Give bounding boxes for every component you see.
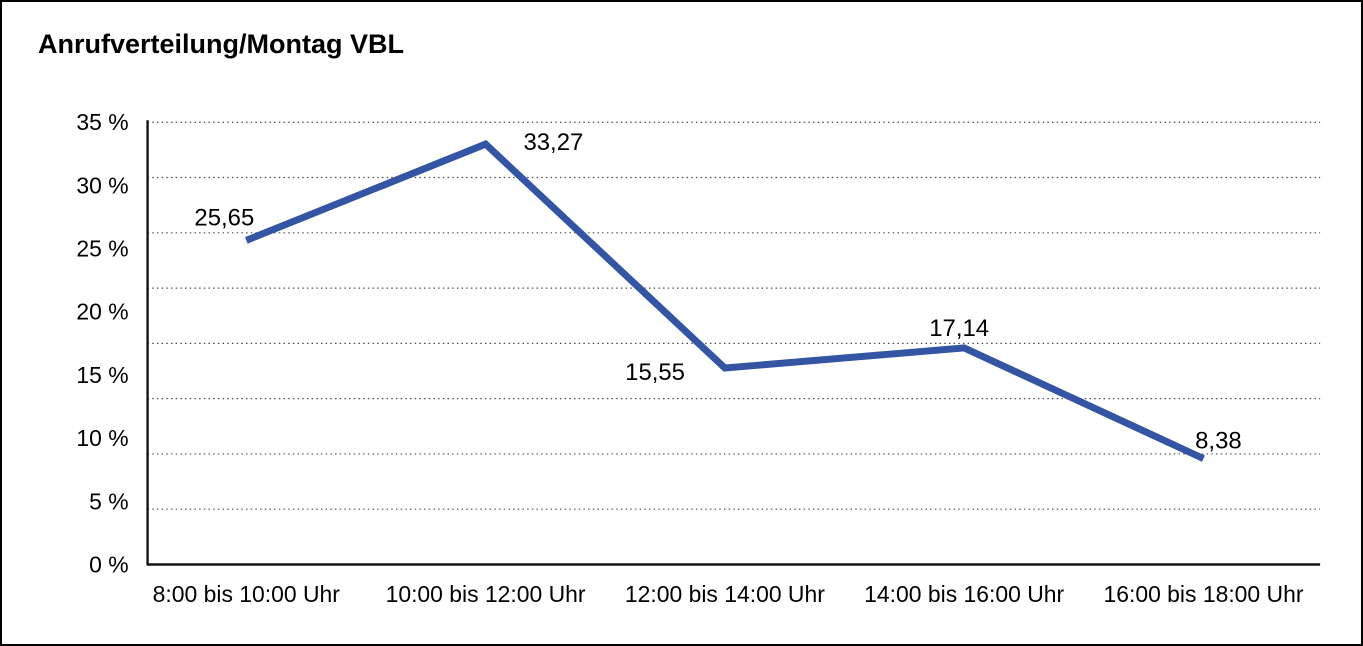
data-point-label: 25,65 <box>194 205 254 232</box>
data-point-label: 17,14 <box>929 315 989 342</box>
y-axis-tick-label: 5 % <box>89 488 128 514</box>
y-axis-tick-label: 25 % <box>76 236 128 262</box>
y-axis-tick-label: 35 % <box>76 109 128 135</box>
x-axis-tick-label: 12:00 bis 14:00 Uhr <box>625 581 825 607</box>
y-axis-tick-label: 15 % <box>76 362 128 388</box>
x-axis-tick-label: 10:00 bis 12:00 Uhr <box>386 581 586 607</box>
y-axis-tick-label: 10 % <box>76 425 128 451</box>
y-axis-tick-label: 30 % <box>76 172 128 198</box>
y-axis-tick-label: 0 % <box>89 551 128 577</box>
data-point-label: 8,38 <box>1195 428 1242 455</box>
x-axis-tick-label: 8:00 bis 10:00 Uhr <box>153 581 341 607</box>
x-axis-tick-label: 14:00 bis 16:00 Uhr <box>864 581 1064 607</box>
chart-title: Anrufverteilung/Montag VBL <box>38 29 404 59</box>
data-point-label: 33,27 <box>523 129 583 156</box>
y-axis-tick-label: 20 % <box>76 299 128 325</box>
data-line <box>244 140 1205 462</box>
x-axis-tick-label: 16:00 bis 18:00 Uhr <box>1103 581 1303 607</box>
data-point-label: 15,55 <box>625 359 685 386</box>
